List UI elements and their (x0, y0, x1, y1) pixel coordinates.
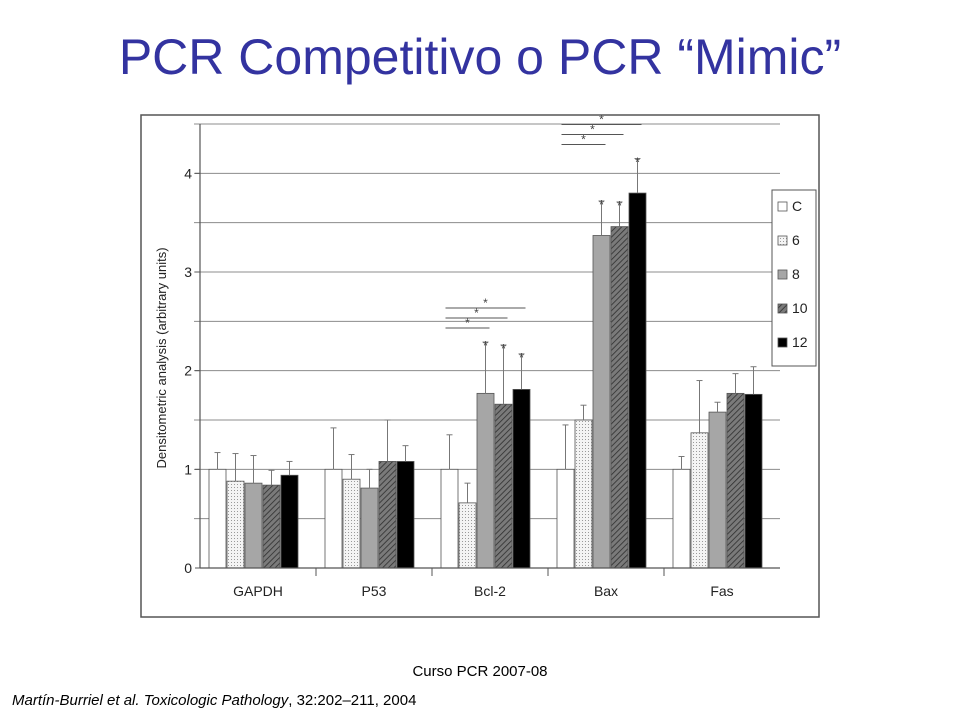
bar-8-gapdh (244, 482, 263, 569)
bar-12-bcl-2 (512, 389, 531, 569)
figure: 0 1 2 3 4 Densitometric analysis (arbitrary u… (140, 113, 820, 618)
bar-8-bax (592, 235, 611, 569)
x-tick-label: Bcl-2 (474, 583, 506, 599)
y-tick-label: 2 (184, 363, 192, 379)
bar-6-fas (690, 432, 709, 569)
y-tick-label: 0 (184, 560, 192, 576)
legend-swatch-6 (777, 235, 788, 246)
significance-bracket-star: * (599, 114, 604, 127)
bar-10-p53 (378, 461, 397, 569)
bar-12-gapdh (280, 474, 299, 569)
significance-bracket-star: * (465, 316, 470, 330)
bar-6-bax (574, 419, 593, 569)
legend-swatch-8 (777, 269, 788, 280)
citation: Martín-Burriel et al. Toxicologic Pathol… (12, 692, 416, 709)
x-tick-label: Bax (594, 583, 618, 599)
citation-authors: Martín-Burriel et al. Toxicologic Pathol… (12, 692, 289, 709)
y-axis-label: Densitometric analysis (arbitrary units) (154, 247, 169, 468)
bar-6-bcl-2 (458, 502, 477, 569)
citation-reference: , 32:202–211, 2004 (288, 692, 417, 709)
bar-C-bcl-2 (440, 468, 459, 569)
y-tick-label: 3 (184, 264, 192, 280)
bar-12-p53 (396, 461, 415, 569)
bar-C-bax (556, 468, 575, 569)
x-tick-label: GAPDH (233, 583, 283, 599)
bar-C-fas (672, 468, 691, 569)
significance-star: * (635, 155, 640, 170)
bar-10-bcl-2 (494, 403, 513, 569)
legend-label-6: 6 (792, 232, 800, 248)
legend-swatch-12 (777, 337, 788, 348)
bar-8-p53 (360, 487, 379, 569)
legend-label-C: C (792, 198, 802, 214)
significance-star: * (599, 197, 604, 212)
significance-star: * (501, 341, 506, 356)
bar-8-bcl-2 (476, 392, 495, 569)
bar-C-p53 (324, 468, 343, 569)
bar-C-gapdh (208, 468, 227, 569)
course-footer: Curso PCR 2007-08 (412, 663, 548, 680)
y-tick-label: 1 (184, 461, 192, 477)
x-tick-label: Fas (710, 583, 733, 599)
significance-star: * (617, 198, 622, 213)
significance-bracket-star: * (474, 306, 479, 320)
bar-8-fas (708, 411, 727, 569)
legend-label-10: 10 (792, 300, 808, 316)
significance-bracket-star: * (581, 133, 586, 147)
bar-10-fas (726, 392, 745, 569)
y-tick-label: 4 (184, 165, 192, 181)
legend-swatch-10 (777, 303, 788, 314)
significance-bracket-star: * (590, 123, 595, 137)
bar-6-gapdh (226, 480, 245, 569)
bar-10-gapdh (262, 484, 281, 569)
bar-12-bax (628, 192, 647, 569)
slide-title: PCR Competitivo o PCR “Mimic” (118, 29, 842, 85)
legend-swatch-C (777, 201, 788, 212)
bar-6-p53 (342, 478, 361, 569)
bar-12-fas (744, 393, 763, 569)
legend-label-8: 8 (792, 266, 800, 282)
bar-10-bax (610, 226, 629, 569)
significance-star: * (519, 350, 524, 365)
significance-bracket-star: * (483, 296, 488, 310)
significance-star: * (483, 338, 488, 353)
legend-label-12: 12 (792, 334, 808, 350)
x-tick-label: P53 (362, 583, 387, 599)
